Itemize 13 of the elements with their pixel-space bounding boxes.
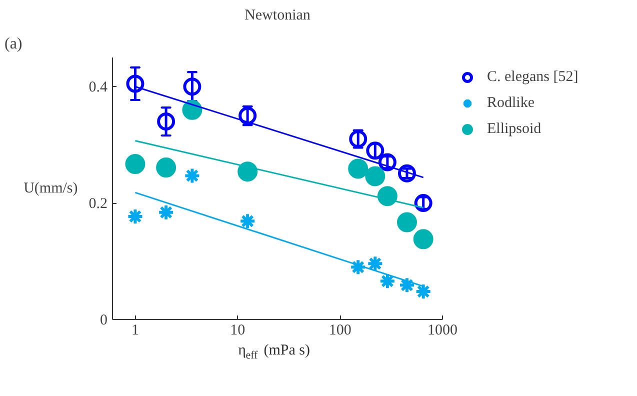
y-axis-title: U(mm/s): [24, 180, 78, 196]
x-tick-label: 1: [131, 322, 139, 338]
x-tick-label: 1000: [428, 322, 458, 338]
y-tick-label: 0.4: [88, 80, 108, 96]
text: (a): [4, 36, 22, 52]
x-tick-label: 100: [328, 322, 352, 338]
y-tick-label: 0: [100, 312, 108, 328]
legend-label: Rodlike: [487, 94, 534, 112]
x-tick-label: 10: [230, 322, 246, 338]
chart-title: Newtonian: [244, 8, 311, 24]
y-tick-label: 0.2: [88, 196, 108, 212]
legend-label: Ellipsoid: [487, 120, 542, 138]
legend-label: C. elegans [52]: [487, 68, 578, 86]
